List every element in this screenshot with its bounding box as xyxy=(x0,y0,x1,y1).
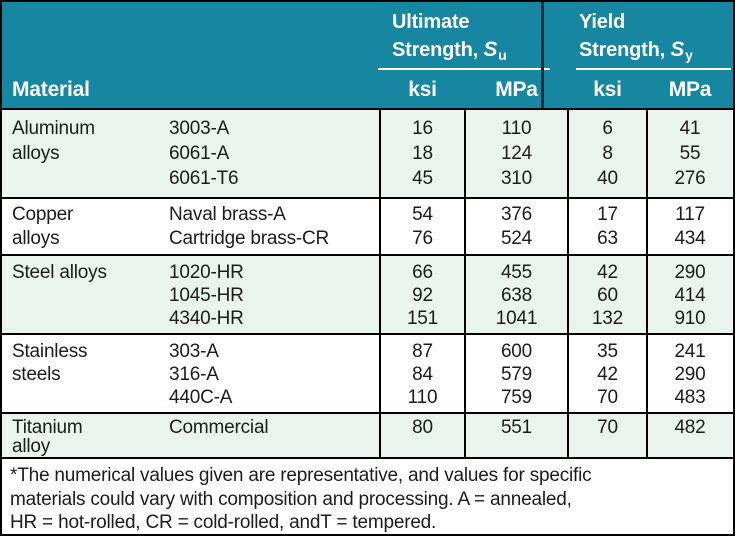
su-mpa-value: 579 xyxy=(500,364,533,385)
sy-ksi-value: 70 xyxy=(597,387,618,408)
footnote-line: materials could vary with composition an… xyxy=(10,488,572,510)
sy-ksi-column-header: ksi xyxy=(593,78,622,101)
material-column-header: Material xyxy=(12,78,90,101)
sy-ksi-value: 35 xyxy=(597,341,618,362)
sy-mpa-value: 276 xyxy=(674,168,706,189)
sy-mpa-value: 117 xyxy=(675,204,705,225)
su-ksi-value: 18 xyxy=(412,143,433,164)
sy-ksi-value: 132 xyxy=(591,308,624,329)
yield-group-underline xyxy=(576,68,731,70)
su-ksi-value: 76 xyxy=(412,228,433,249)
su-ksi-value: 151 xyxy=(406,308,439,329)
su-symbol: S xyxy=(483,38,498,61)
sy-mpa-value: 910 xyxy=(674,308,706,329)
sy-mpa-value: 414 xyxy=(674,285,706,306)
ultimate-line2: Strength, xyxy=(392,39,484,61)
group-stainless-steels: Stainless steels 303-A 87 600 35 241 316… xyxy=(2,333,733,412)
sy-ksi-value: 17 xyxy=(597,204,618,225)
su-mpa-value: 310 xyxy=(500,168,533,189)
footnote-line: *The numerical values given are represen… xyxy=(10,465,592,486)
table-header: Material Ultimate Strength, Su Yield Str… xyxy=(2,2,733,110)
sy-mpa-value: 290 xyxy=(674,364,706,385)
sy-mpa-value: 55 xyxy=(679,143,701,164)
column-rule xyxy=(464,110,466,457)
table-footnote: *The numerical values given are represen… xyxy=(2,457,733,534)
su-ksi-value: 84 xyxy=(412,364,433,385)
su-mpa-value: 551 xyxy=(500,417,533,438)
group-titanium-alloy: Titanium alloy Commercial 80 551 70 482 xyxy=(2,412,733,457)
su-subscript: u xyxy=(498,47,507,63)
alloy-type: 1020-HR xyxy=(169,262,244,283)
su-mpa-value: 110 xyxy=(501,118,532,139)
su-mpa-value: 124 xyxy=(500,143,533,164)
su-ksi-value: 45 xyxy=(412,168,433,189)
su-ksi-value: 92 xyxy=(412,285,433,306)
su-mpa-value: 638 xyxy=(500,285,533,306)
column-rule xyxy=(379,110,381,457)
sy-mpa-value: 41 xyxy=(679,118,701,139)
su-mpa-value: 600 xyxy=(500,341,533,362)
su-ksi-value: 110 xyxy=(407,387,438,408)
sy-symbol: S xyxy=(670,38,685,61)
alloy-type: 4340-HR xyxy=(169,308,244,329)
sy-ksi-value: 42 xyxy=(597,262,618,283)
sy-ksi-value: 63 xyxy=(597,228,618,249)
header-group-divider xyxy=(541,2,544,108)
ultimate-line1: Ultimate xyxy=(392,11,470,33)
sy-ksi-value: 40 xyxy=(597,168,618,189)
yield-strength-group-header: Yield Strength, Sy xyxy=(579,9,693,65)
su-ksi-column-header: ksi xyxy=(408,78,437,101)
alloy-type: Commercial xyxy=(169,417,269,438)
sy-ksi-value: 6 xyxy=(602,118,613,139)
material-name: Stainless steels xyxy=(12,341,88,385)
alloy-type: 303-A xyxy=(169,341,219,362)
alloy-type: Naval brass-A xyxy=(169,204,286,225)
column-rule xyxy=(567,110,569,457)
su-mpa-value: 455 xyxy=(500,262,533,283)
su-mpa-value: 759 xyxy=(500,387,533,408)
su-mpa-value: 1041 xyxy=(495,308,538,329)
material-name: Titanium alloy xyxy=(12,417,83,457)
su-ksi-value: 87 xyxy=(412,341,433,362)
table-body: Aluminum alloys 3003-A 16 110 6 41 6061-… xyxy=(2,110,733,457)
footnote-line: HR = hot-rolled, CR = cold-rolled, andT … xyxy=(10,512,437,533)
material-name: Copper alloys xyxy=(12,204,74,249)
group-copper-alloys: Copper alloys Naval brass-A 54 376 17 11… xyxy=(2,197,733,254)
sy-mpa-value: 241 xyxy=(674,341,706,362)
sy-mpa-value: 290 xyxy=(674,262,706,283)
sy-mpa-column-header: MPa xyxy=(668,78,712,101)
sy-ksi-value: 8 xyxy=(602,143,613,164)
material-name: Steel alloys xyxy=(12,262,107,283)
sy-ksi-value: 60 xyxy=(597,285,618,306)
sy-ksi-value: 42 xyxy=(597,364,618,385)
yield-line1: Yield xyxy=(579,11,626,33)
group-steel-alloys: Steel alloys 1020-HR 66 455 42 290 1045-… xyxy=(2,254,733,333)
alloy-type: 3003-A xyxy=(169,118,230,139)
su-ksi-value: 80 xyxy=(412,417,433,438)
group-aluminum-alloys: Aluminum alloys 3003-A 16 110 6 41 6061-… xyxy=(2,110,733,197)
material-name: Aluminum alloys xyxy=(12,118,95,164)
sy-mpa-value: 434 xyxy=(674,228,706,249)
sy-mpa-value: 482 xyxy=(674,417,706,438)
alloy-type: 6061-T6 xyxy=(169,168,239,189)
su-mpa-value: 376 xyxy=(500,204,533,225)
alloy-type: Cartridge brass-CR xyxy=(169,228,330,249)
column-rule xyxy=(646,110,648,457)
su-mpa-value: 524 xyxy=(500,228,533,249)
ultimate-strength-group-header: Ultimate Strength, Su xyxy=(392,9,507,65)
yield-line2: Strength, xyxy=(579,39,671,61)
alloy-type: 440C-A xyxy=(169,387,233,408)
ultimate-group-underline xyxy=(378,68,550,70)
alloy-type: 6061-A xyxy=(169,143,230,164)
alloy-type: 1045-HR xyxy=(169,285,244,306)
su-ksi-value: 66 xyxy=(412,262,433,283)
su-mpa-column-header: MPa xyxy=(495,78,538,101)
sy-ksi-value: 70 xyxy=(597,417,618,438)
su-ksi-value: 16 xyxy=(412,118,433,139)
su-ksi-value: 54 xyxy=(412,204,433,225)
sy-subscript: y xyxy=(685,47,693,63)
alloy-type: 316-A xyxy=(169,364,219,385)
sy-mpa-value: 483 xyxy=(674,387,706,408)
